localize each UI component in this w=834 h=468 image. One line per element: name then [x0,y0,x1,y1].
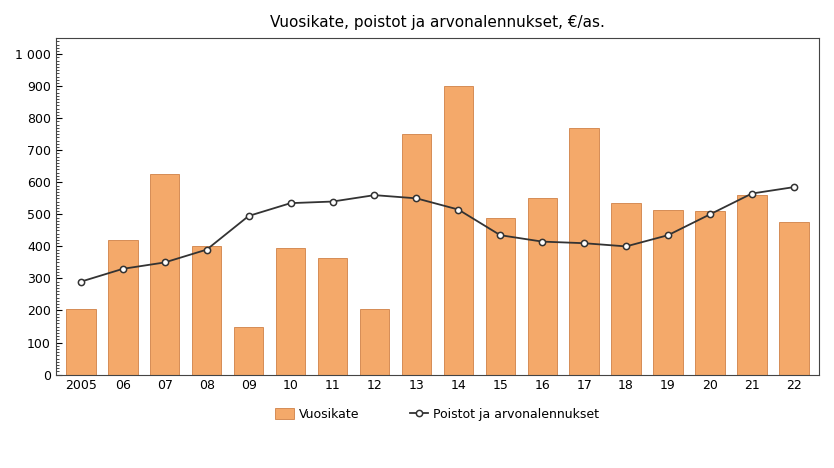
Title: Vuosikate, poistot ja arvonalennukset, €/as.: Vuosikate, poistot ja arvonalennukset, €… [270,15,605,30]
Bar [402,134,431,374]
Bar [234,327,264,374]
Bar [318,257,347,374]
Bar [611,203,641,374]
Bar [485,218,515,374]
Bar [528,198,557,374]
Bar [444,86,473,374]
Bar [108,240,138,374]
Bar [737,195,766,374]
Bar [779,222,808,374]
Bar [66,309,96,374]
Legend: Vuosikate, Poistot ja arvonalennukset: Vuosikate, Poistot ja arvonalennukset [270,402,605,425]
Bar [653,210,683,374]
Bar [570,128,599,374]
Bar [150,174,179,374]
Bar [276,248,305,374]
Bar [696,211,725,374]
Bar [192,247,221,374]
Bar [359,309,389,374]
